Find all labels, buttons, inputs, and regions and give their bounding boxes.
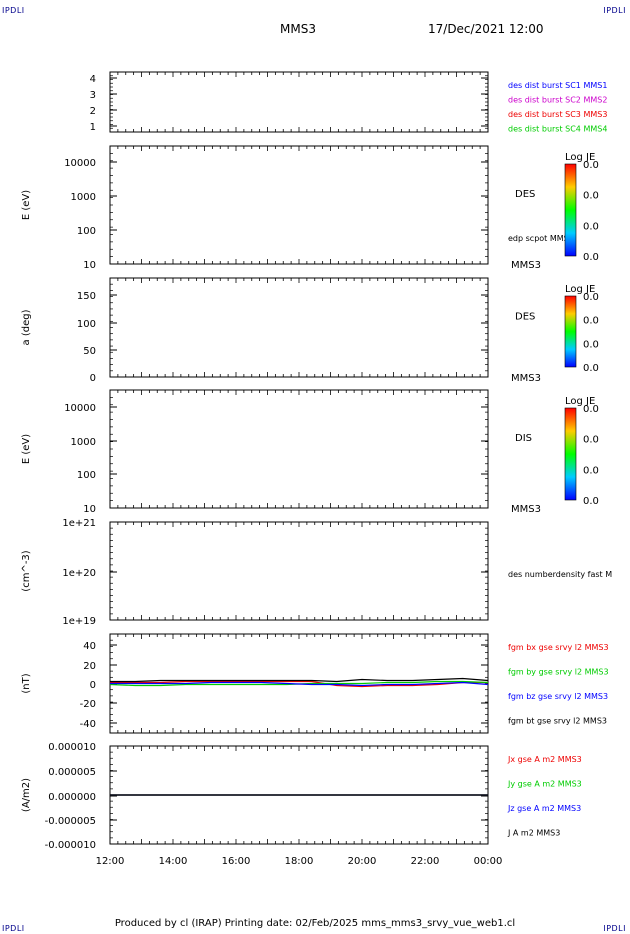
panel-magnetic-field-ytick-label: -20 <box>80 699 96 710</box>
panel-des-pitch-ytick-label: 150 <box>77 291 96 302</box>
panel-density-ytick-label: 1e+21 <box>62 518 96 529</box>
panel-dis-energy-colorbar <box>564 407 577 501</box>
x-axis-tick-label: 16:00 <box>222 856 251 867</box>
panel-magnetic-field-legend-3: fgm bt gse srvy l2 MMS3 <box>508 717 607 726</box>
panel-magnetic-field-ylabel: (nT) <box>21 673 32 693</box>
panel-magnetic-field-ytick-label: 20 <box>83 661 96 672</box>
panel-current-density-ytick-label: -0.000010 <box>45 840 96 851</box>
panel-burst-legend-2: des dist burst SC3 MMS3 <box>508 110 607 119</box>
panel-dis-energy-colorbar-tick: 0.0 <box>583 435 599 446</box>
panel-des-energy-colorbar-tick: 0.0 <box>583 191 599 202</box>
panel-magnetic-field-series-3 <box>110 677 489 683</box>
panel-density-ylabel: (cm^-3) <box>21 550 32 591</box>
panel-des-energy-ylabel: E (eV) <box>21 190 32 220</box>
datetime-title: 17/Dec/2021 12:00 <box>428 22 544 36</box>
x-axis-tick-label: 12:00 <box>96 856 125 867</box>
x-axis-tick-label: 18:00 <box>285 856 314 867</box>
panel-des-pitch-ytick-label: 100 <box>77 319 96 330</box>
panel-current-density-ylabel: (A/m2) <box>21 778 32 812</box>
panel-dis-energy-side-label: DIS <box>515 433 532 444</box>
panel-burst-ytick-label: 1 <box>90 122 96 133</box>
panel-current-density-ytick-label: 0.000010 <box>48 742 96 753</box>
panel-burst-legend-1: des dist burst SC2 MMS2 <box>508 96 607 105</box>
panel-des-pitch-colorbar-title: Log JE <box>565 284 595 295</box>
spacecraft-title: MMS3 <box>280 22 316 36</box>
panel-burst-legend-0: des dist burst SC1 MMS1 <box>508 81 607 90</box>
corner-label-bottom-right: IPDLI <box>603 924 626 933</box>
summary-plot: 4 3 2 1 des dist burst SC1 MMS1 des dist burs… <box>21 71 612 867</box>
panel-des-energy-spacecraft-label: MMS3 <box>511 260 541 271</box>
panel-current-density-legend-3: J A m2 MMS3 <box>507 829 560 838</box>
panel-magnetic-field-ytick-label: 40 <box>83 641 96 652</box>
footer-credit: Produced by cl (IRAP) Printing date: 02/… <box>114 918 516 929</box>
panel-des-energy-colorbar-tick: 0.0 <box>583 221 599 232</box>
panel-des-pitch-colorbar <box>564 295 577 368</box>
panel-magnetic-field-legend-0: fgm bx gse srvy l2 MMS3 <box>508 643 609 652</box>
panel-des-pitch-side-label: DES <box>515 312 535 323</box>
panel-des-pitch-ytick-label: 50 <box>83 346 96 357</box>
panel-des-energy-colorbar-title: Log JE <box>565 152 595 163</box>
panel-dis-energy-ytick-label: 1000 <box>71 437 96 448</box>
panel-des-energy-colorbar-tick: 0.0 <box>583 160 599 171</box>
panel-des-energy-ytick-label: 100 <box>77 226 96 237</box>
panel-dis-energy-colorbar-tick: 0.0 <box>583 465 599 476</box>
panel-dis-energy-ylabel: E (eV) <box>21 434 32 464</box>
panel-burst-frame <box>109 71 489 133</box>
panel-des-energy-frame <box>109 145 489 265</box>
corner-label-bottom-left: IPDLI <box>2 924 25 933</box>
panel-des-energy-overlay-label: edp scpot MMS3 <box>508 234 574 243</box>
panel-density-ytick-label: 1e+20 <box>62 568 96 579</box>
panel-burst-ytick-label: 2 <box>90 106 96 117</box>
panel-current-density-legend-0: Jx gse A m2 MMS3 <box>507 755 582 764</box>
panel-burst-legend-3: des dist burst SC4 MMS4 <box>508 125 607 134</box>
panel-magnetic-field-legend-1: fgm by gse srvy l2 MMS3 <box>508 668 609 677</box>
panel-des-pitch-colorbar-tick: 0.0 <box>583 363 599 374</box>
corner-label-top-right: IPDLI <box>603 6 626 15</box>
panel-magnetic-field-legend-2: fgm bz gse srvy l2 MMS3 <box>508 692 608 701</box>
panel-magnetic-field-series-2 <box>110 681 489 687</box>
panel-magnetic-field-ytick-label: 0 <box>90 680 96 691</box>
panel-des-pitch-spacecraft-label: MMS3 <box>511 373 541 384</box>
panel-des-energy-colorbar-tick: 0.0 <box>583 252 599 263</box>
panel-des-energy-ytick-label: 10000 <box>64 158 96 169</box>
panel-current-density-legend-1: Jy gse A m2 MMS3 <box>507 780 582 789</box>
panel-current-density-legend-2: Jz gse A m2 MMS3 <box>507 804 581 813</box>
panel-current-density-ytick-label: 0.000005 <box>48 767 96 778</box>
x-axis-tick-label: 20:00 <box>348 856 377 867</box>
panel-dis-energy-colorbar-title: Log JE <box>565 396 595 407</box>
panel-dis-energy-ytick-label: 10 <box>83 504 96 515</box>
panel-des-pitch-colorbar-tick: 0.0 <box>583 316 599 327</box>
panel-dis-energy-frame <box>109 389 489 509</box>
panel-des-energy-side-label: DES <box>515 189 535 200</box>
panel-des-pitch-ylabel: a (deg) <box>21 309 32 345</box>
panel-des-pitch-colorbar-tick: 0.0 <box>583 292 599 303</box>
panel-magnetic-field-series-0 <box>110 680 488 688</box>
panel-dis-energy-ytick-label: 10000 <box>64 403 96 414</box>
panel-dis-energy-ytick-label: 100 <box>77 470 96 481</box>
panel-des-energy-ytick-label: 10 <box>83 260 96 271</box>
panel-dis-energy-spacecraft-label: MMS3 <box>511 504 541 515</box>
panel-burst-ytick-label: 4 <box>90 74 96 85</box>
panel-des-energy-ytick-label: 1000 <box>71 192 96 203</box>
panel-dis-energy-colorbar-tick: 0.0 <box>583 404 599 415</box>
panel-density-frame <box>109 521 489 621</box>
panel-current-density-ytick-label: 0.000000 <box>48 792 96 803</box>
panel-magnetic-field-ytick-label: -40 <box>80 719 96 730</box>
panel-des-pitch-colorbar-tick: 0.0 <box>583 339 599 350</box>
panel-des-energy-colorbar <box>564 163 577 257</box>
corner-label-top-left: IPDLI <box>2 6 25 15</box>
panel-des-pitch-frame <box>109 277 489 378</box>
panel-dis-energy-colorbar-tick: 0.0 <box>583 496 599 507</box>
panel-density-ytick-label: 1e+19 <box>62 616 96 627</box>
x-axis-tick-label: 00:00 <box>474 856 503 867</box>
panel-density-legend-0: des numberdensity fast M <box>508 570 612 579</box>
panel-des-pitch-ytick-label: 0 <box>90 373 96 384</box>
panel-burst-ytick-label: 3 <box>90 90 96 101</box>
panel-current-density-ytick-label: -0.000005 <box>45 816 96 827</box>
x-axis-tick-label: 14:00 <box>159 856 188 867</box>
x-axis-tick-label: 22:00 <box>411 856 440 867</box>
